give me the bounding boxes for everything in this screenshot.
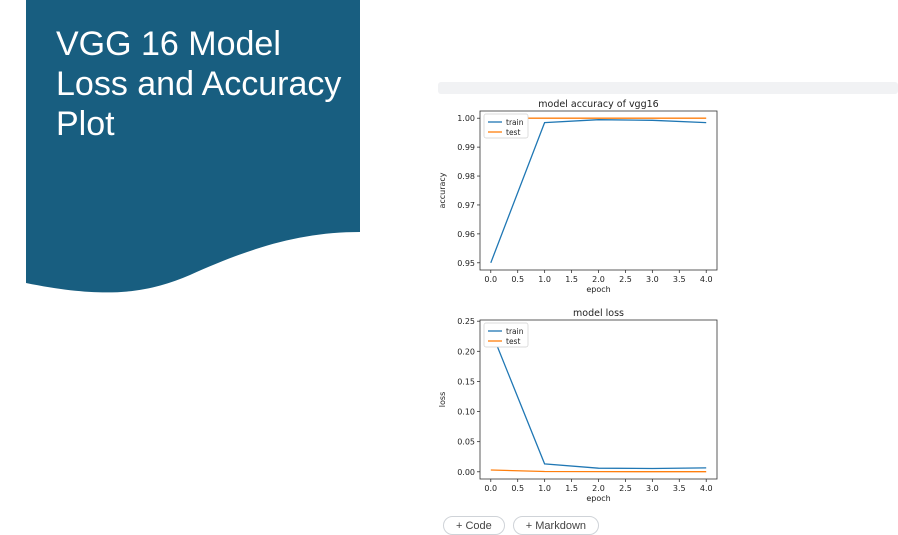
acc-xtick-label: 2.0	[592, 275, 605, 284]
acc-xtick-label: 0.0	[484, 275, 497, 284]
acc-ytick-label: 0.99	[457, 143, 475, 152]
loss-ytick-label: 0.15	[457, 377, 475, 386]
acc-ytick-label: 0.98	[457, 172, 475, 181]
acc-xtick-label: 0.5	[511, 275, 524, 284]
slide-title: VGG 16 Model Loss and Accuracy Plot	[56, 25, 342, 143]
cell-add-buttons: + Code + Markdown	[443, 516, 600, 535]
acc-xtick-label: 1.0	[538, 275, 551, 284]
acc-ytick-label: 0.95	[457, 259, 475, 268]
loss-ytick-label: 0.05	[457, 438, 475, 447]
loss-title: model loss	[573, 308, 624, 319]
loss-xlabel: epoch	[586, 494, 610, 503]
loss-legend-label-train: train	[506, 327, 524, 336]
loss-xtick-label: 2.5	[619, 484, 632, 493]
acc-ylabel: accuracy	[438, 172, 447, 208]
loss-series-train-line	[490, 329, 707, 470]
loss-xtick-label: 1.0	[538, 484, 551, 493]
loss-ytick-label: 0.20	[457, 347, 475, 356]
loss-xtick-label: 0.0	[484, 484, 497, 493]
loss-xtick-label: 4.0	[700, 484, 713, 493]
banner-wave-shape	[26, 0, 360, 293]
acc-ytick-label: 1.00	[457, 114, 475, 123]
loss-ytick-label: 0.10	[457, 408, 475, 417]
loss-xtick-label: 3.0	[646, 484, 659, 493]
add-code-button[interactable]: + Code	[443, 516, 505, 535]
title-banner	[26, 0, 360, 293]
loss-ylabel: loss	[438, 392, 447, 407]
acc-xlabel: epoch	[586, 285, 610, 294]
notebook-toolbar-strip	[438, 82, 898, 94]
acc-xtick-label: 1.5	[565, 275, 578, 284]
acc-ytick-label: 0.97	[457, 201, 475, 210]
loss-series-test-line	[490, 469, 707, 473]
loss-xtick-label: 2.0	[592, 484, 605, 493]
loss-ytick-label: 0.00	[457, 468, 475, 477]
loss-xtick-label: 1.5	[565, 484, 578, 493]
loss-xtick-label: 0.5	[511, 484, 524, 493]
acc-xtick-label: 2.5	[619, 275, 632, 284]
acc-legend-label-test: test	[506, 128, 520, 137]
accuracy-chart: model accuracy of vgg16 0.0 0.5 1.0 1.5 2.0 2.…	[438, 99, 718, 294]
acc-series-train-line	[490, 119, 707, 264]
acc-xtick-label: 3.5	[673, 275, 686, 284]
loss-xtick-label: 3.5	[673, 484, 686, 493]
acc-title: model accuracy of vgg16	[538, 99, 658, 110]
acc-legend-label-train: train	[506, 118, 524, 127]
loss-legend-label-test: test	[506, 337, 520, 346]
loss-chart: model loss 0.0 0.5 1.0 1.5 2.0 2.5 3.0 3.5 4.0 0.0…	[438, 308, 718, 503]
add-markdown-button[interactable]: + Markdown	[512, 516, 600, 535]
acc-xtick-label: 3.0	[646, 275, 659, 284]
loss-ytick-label: 0.25	[457, 317, 475, 326]
acc-ytick-label: 0.96	[457, 230, 475, 239]
acc-xtick-label: 4.0	[700, 275, 713, 284]
